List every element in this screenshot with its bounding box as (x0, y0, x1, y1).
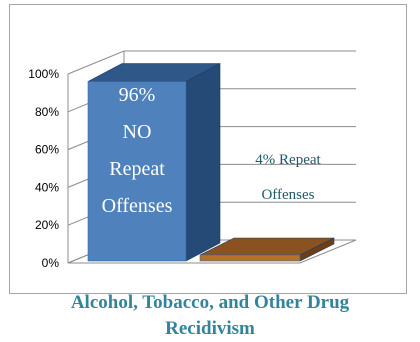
bar-side-face (185, 63, 221, 262)
bar (87, 81, 187, 262)
data-label: NO (123, 121, 152, 143)
y-tick-label: 20% (35, 218, 59, 232)
chart-title-line-1: Alcohol, Tobacco, and Other Drug (70, 292, 350, 313)
data-label: 4% Repeat (255, 152, 321, 168)
y-tick-label: 80% (35, 105, 59, 119)
data-label: Repeat (109, 158, 165, 180)
data-label: 96% (119, 84, 156, 106)
chart-plot: 0% 20% 40% 60% 80% 100% 96% NO Repeat Offenses 4% … (28, 50, 357, 270)
data-label: Offenses (261, 187, 314, 203)
y-tick-label: 100% (28, 67, 59, 81)
y-tick-label: 0% (42, 256, 60, 270)
bar (199, 254, 301, 262)
y-tick-label: 60% (35, 143, 59, 157)
y-tick-label: 40% (35, 180, 59, 194)
chart-title-line-2: Recidivism (165, 318, 255, 339)
data-label: Offenses (102, 195, 173, 217)
